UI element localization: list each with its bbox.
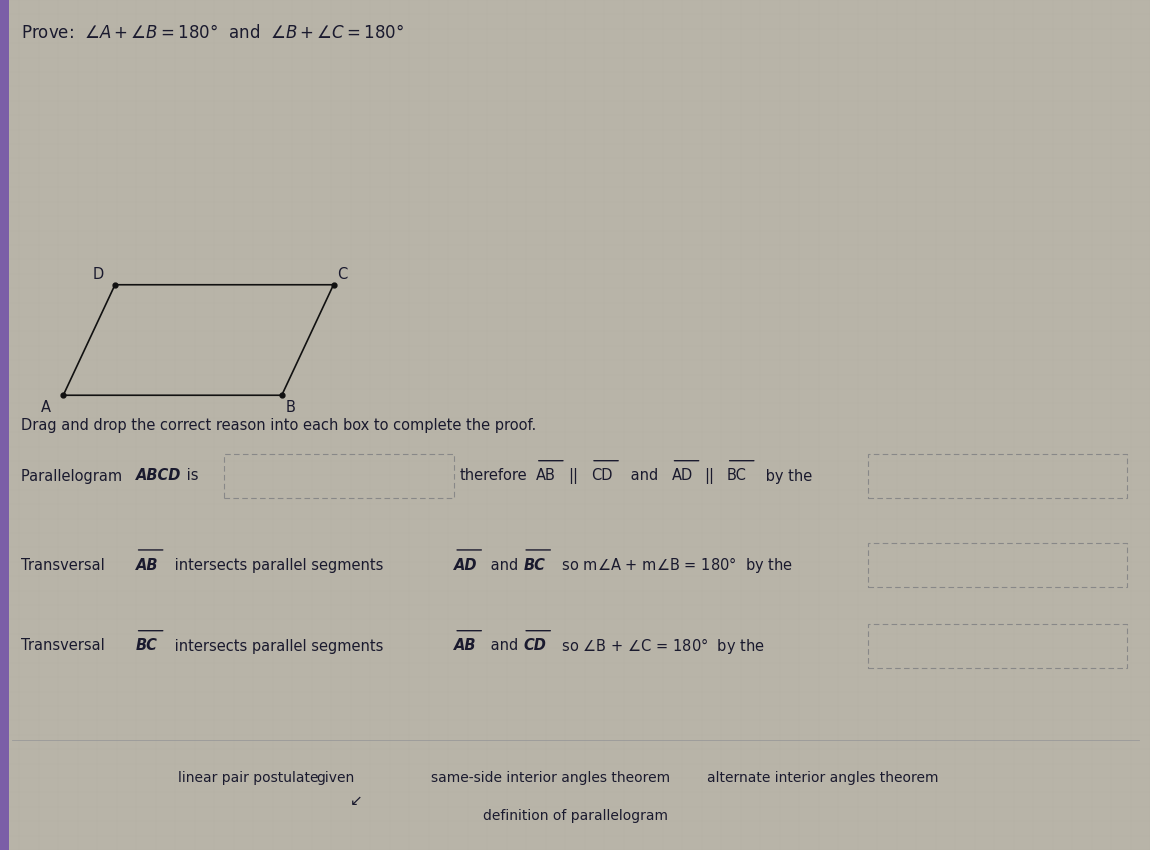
Text: definition of parallelogram: definition of parallelogram — [483, 809, 668, 823]
Text: ||: || — [704, 468, 714, 484]
Text: D: D — [92, 267, 104, 282]
Text: by the: by the — [761, 468, 813, 484]
Text: AD: AD — [672, 468, 692, 484]
Text: ABCD: ABCD — [136, 468, 181, 484]
Text: intersects parallel segments: intersects parallel segments — [170, 558, 384, 573]
Text: AB: AB — [536, 468, 555, 484]
Text: therefore: therefore — [460, 468, 528, 484]
Text: and: and — [486, 558, 519, 573]
Text: B: B — [286, 400, 296, 416]
Text: BC: BC — [136, 638, 158, 654]
Text: so m$\angle$A + m$\angle$B = 180°  by the: so m$\angle$A + m$\angle$B = 180° by the — [557, 555, 792, 575]
Text: is: is — [182, 468, 198, 484]
Text: BC: BC — [727, 468, 746, 484]
Text: intersects parallel segments: intersects parallel segments — [170, 638, 384, 654]
Text: C: C — [338, 267, 347, 282]
Text: CD: CD — [523, 638, 546, 654]
Text: linear pair postulate: linear pair postulate — [178, 771, 319, 785]
Bar — [0, 0, 9, 850]
Text: alternate interior angles theorem: alternate interior angles theorem — [707, 771, 938, 785]
Text: A: A — [41, 400, 51, 416]
Text: Parallelogram: Parallelogram — [21, 468, 126, 484]
Text: Drag and drop the correct reason into each box to complete the proof.: Drag and drop the correct reason into ea… — [21, 418, 536, 434]
Text: Transversal: Transversal — [21, 638, 105, 654]
Text: and: and — [486, 638, 519, 654]
Text: so $\angle$B + $\angle$C = 180°  by the: so $\angle$B + $\angle$C = 180° by the — [557, 636, 765, 656]
Text: AB: AB — [454, 638, 477, 654]
Text: Prove:  $\angle A + \angle B = 180°$  and  $\angle B + \angle C = 180°$: Prove: $\angle A + \angle B = 180°$ and … — [21, 24, 404, 42]
Text: AB: AB — [136, 558, 159, 573]
Text: given: given — [316, 771, 354, 785]
Text: and: and — [626, 468, 662, 484]
Text: Transversal: Transversal — [21, 558, 105, 573]
Text: CD: CD — [591, 468, 613, 484]
Text: same-side interior angles theorem: same-side interior angles theorem — [431, 771, 670, 785]
Text: BC: BC — [523, 558, 545, 573]
Text: AD: AD — [454, 558, 477, 573]
Text: ||: || — [568, 468, 578, 484]
Text: ↙: ↙ — [350, 793, 363, 808]
